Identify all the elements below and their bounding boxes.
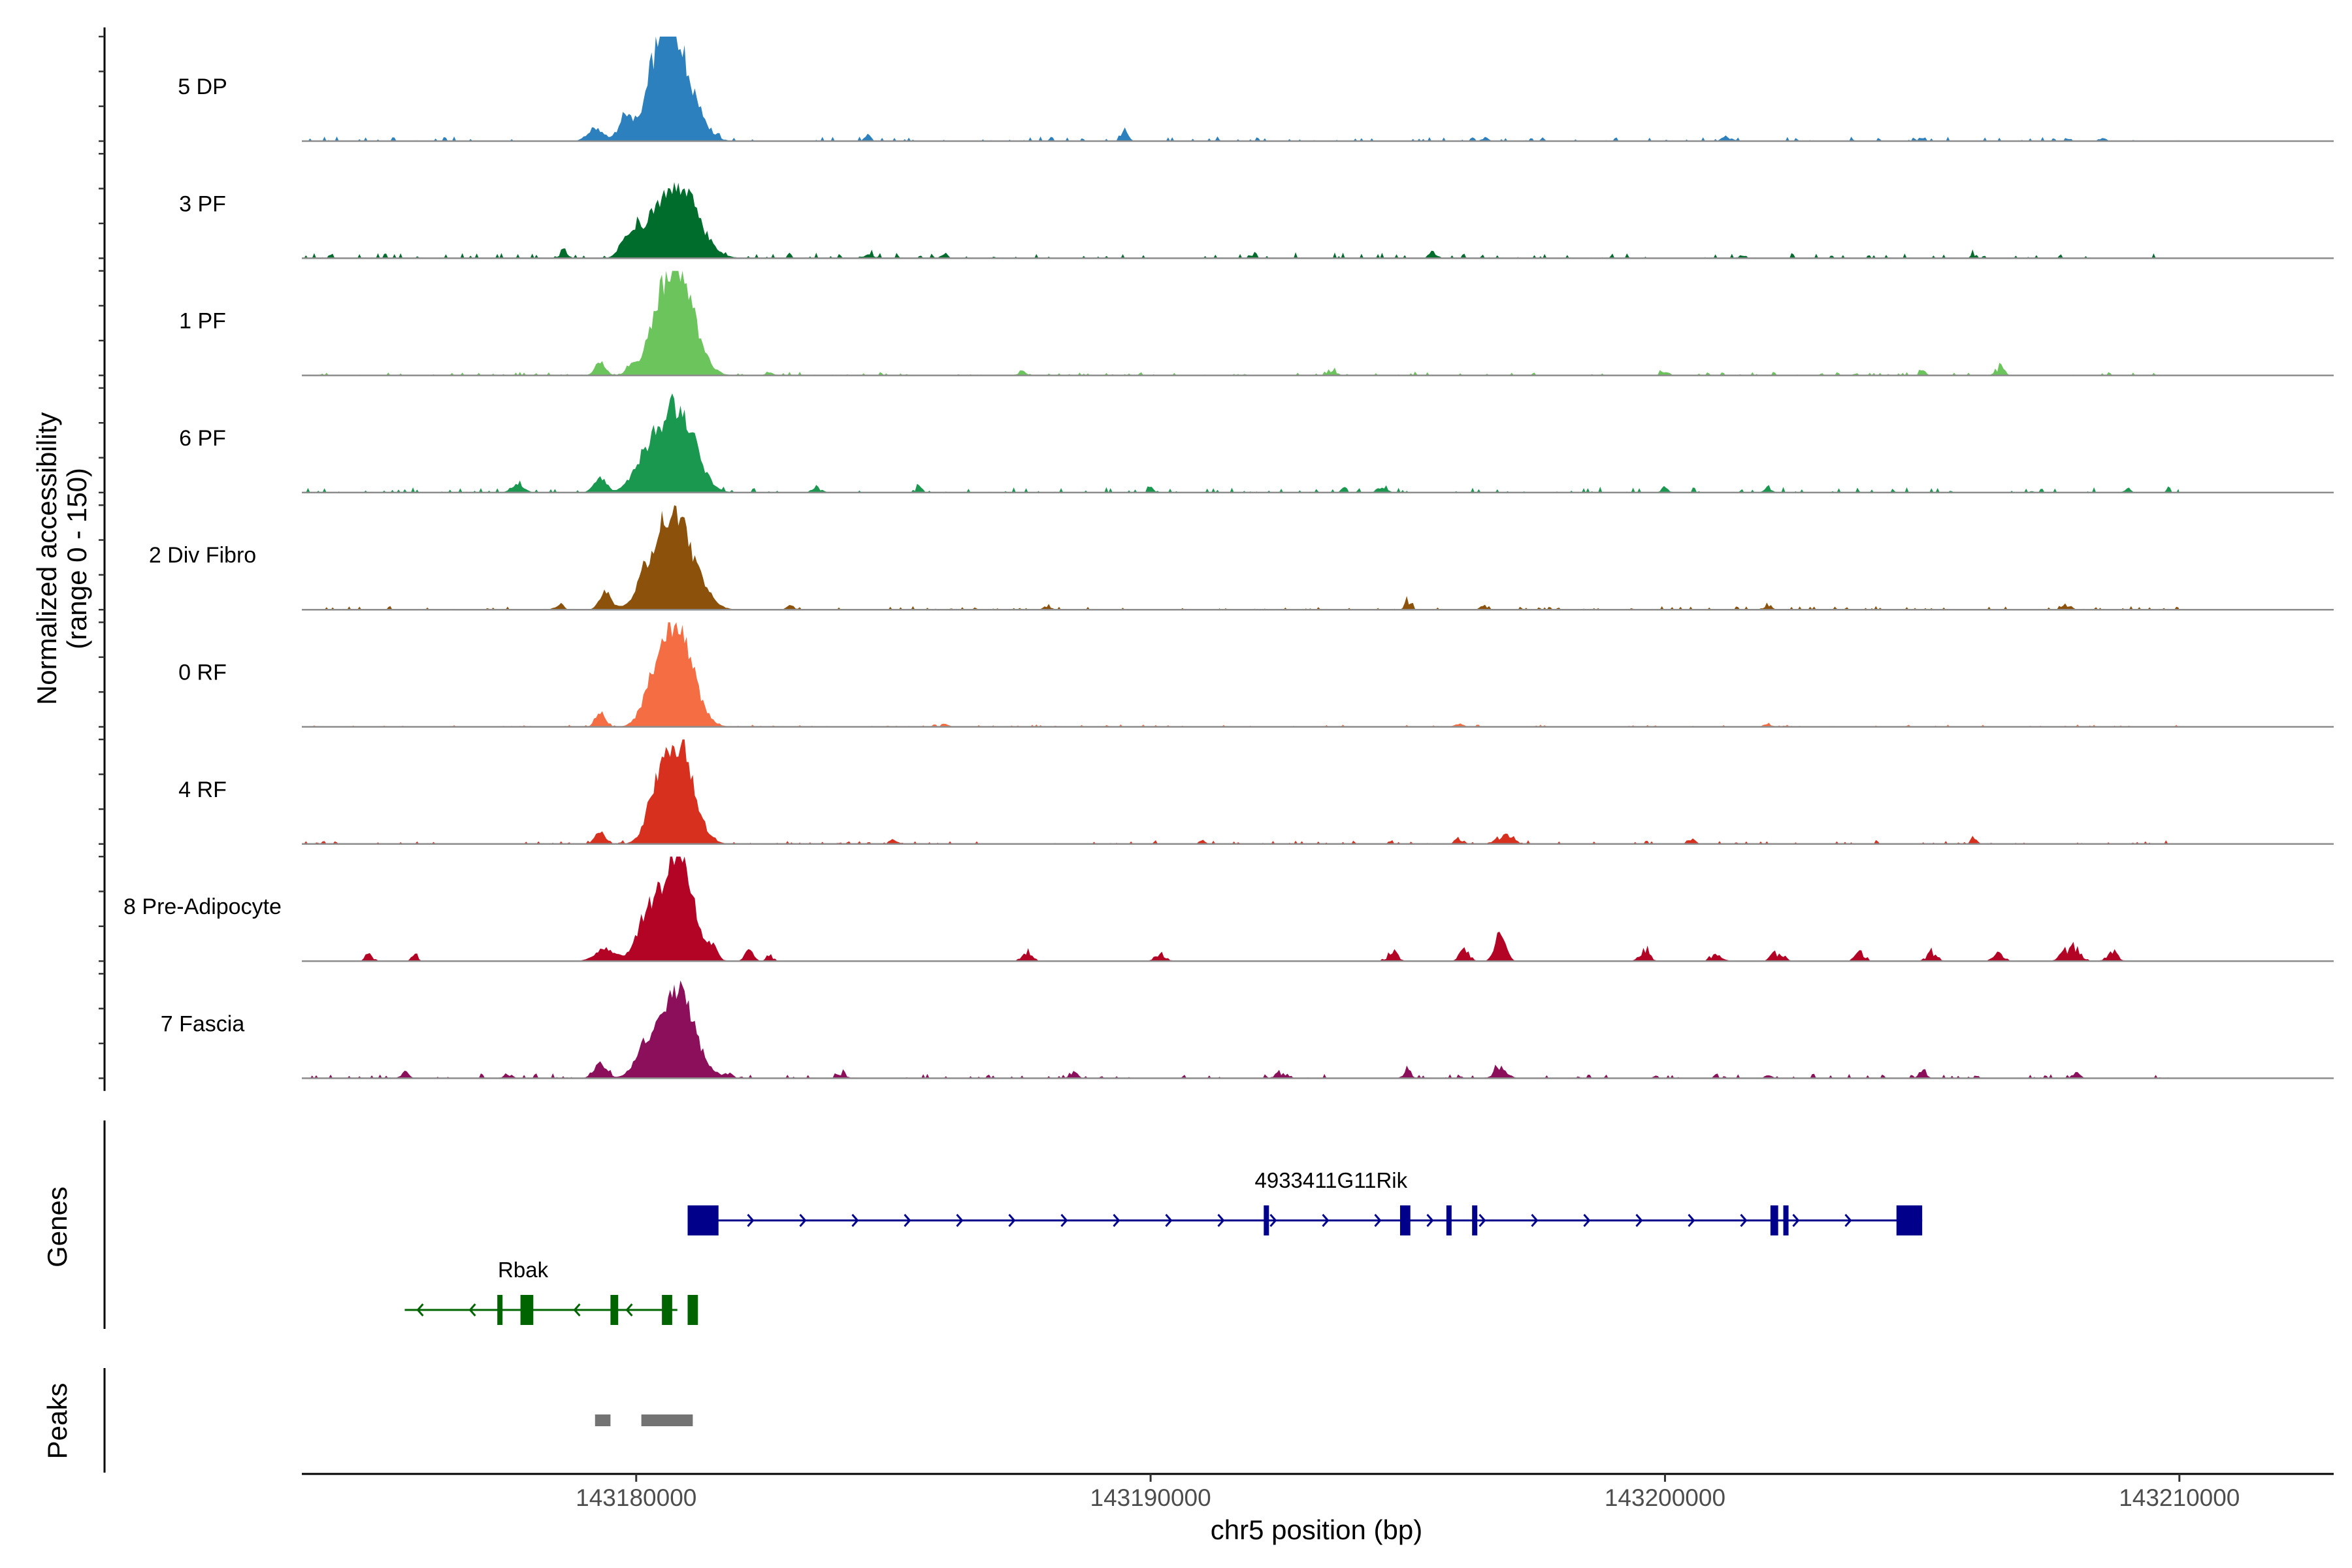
gene-exon	[1446, 1205, 1452, 1235]
gene-strand-arrow	[1740, 1214, 1748, 1227]
gene-strand-arrow	[904, 1214, 911, 1227]
track-label-3: 6 PF	[179, 426, 226, 451]
coverage-area-4	[302, 505, 2180, 610]
gene-strand-arrow	[1844, 1214, 1852, 1227]
peaks-panel	[103, 1368, 693, 1473]
genes-panel-label: Genes	[42, 1186, 73, 1267]
gene-exon	[1783, 1205, 1789, 1235]
x-tick-label: 143180000	[576, 1484, 696, 1511]
coverage-y-axis	[99, 27, 106, 1091]
y-axis-title-line1: Normalized accessibility	[31, 412, 62, 705]
coverage-area-7	[302, 857, 2180, 962]
gene-strand-arrow	[416, 1303, 424, 1316]
gene-exon	[687, 1205, 719, 1235]
gene-strand-arrow	[1426, 1214, 1434, 1227]
track-label-4: 2 Div Fibro	[149, 543, 256, 568]
x-axis-title: chr5 position (bp)	[1211, 1514, 1423, 1545]
gene-exon	[520, 1295, 534, 1325]
coverage-track-1: 3 PF	[179, 182, 2334, 259]
gene-strand-arrow	[1165, 1214, 1173, 1227]
gene-strand-arrow	[1478, 1214, 1486, 1227]
gene-strand-arrow	[1792, 1214, 1800, 1227]
x-axis: 143180000 143190000 143200000 143210000	[302, 1473, 2334, 1511]
coverage-track-6: 4 RF	[178, 739, 2334, 845]
gene-strand-arrow	[747, 1214, 755, 1227]
genes-panel: 4933411G11Rik Rbak	[103, 1120, 1923, 1329]
track-label-1: 3 PF	[179, 191, 226, 216]
coverage-track-7: 8 Pre-Adipocyte	[123, 857, 2334, 962]
coverage-track-2: 1 PF	[179, 270, 2334, 376]
coverage-area-0	[302, 37, 2180, 141]
track-label-0: 5 DP	[178, 74, 227, 99]
coverage-area-3	[302, 393, 2180, 493]
gene-strand-arrow	[1217, 1214, 1225, 1227]
coverage-area-8	[302, 980, 2180, 1079]
gene-strand-arrow	[468, 1303, 476, 1316]
gene-strand-arrow	[1008, 1214, 1016, 1227]
gene-exon	[1264, 1205, 1269, 1235]
gene-strand-arrow	[1269, 1214, 1277, 1227]
gene-strand-arrow	[1688, 1214, 1695, 1227]
gene-label-0: 4933411G11Rik	[1255, 1168, 1408, 1192]
gene-1: Rbak	[404, 1258, 698, 1325]
coverage-track-0: 5 DP	[178, 37, 2334, 142]
track-label-8: 7 Fascia	[161, 1011, 245, 1036]
peaks-panel-label: Peaks	[42, 1383, 73, 1460]
gene-exon	[1399, 1205, 1411, 1235]
gene-exon	[662, 1295, 672, 1325]
x-tick-label: 143190000	[1090, 1484, 1211, 1511]
track-label-7: 8 Pre-Adipocyte	[123, 894, 282, 919]
coverage-tracks: 5 DP 3 PF 1 PF 6 PF 2 Div Fibro 0 RF 4 RF 8 Pre…	[123, 37, 2334, 1079]
gene-exon	[497, 1295, 503, 1325]
gene-label-1: Rbak	[498, 1258, 549, 1282]
coverage-area-1	[302, 182, 2180, 259]
track-label-2: 1 PF	[179, 309, 226, 334]
coverage-track-5: 0 RF	[178, 622, 2334, 728]
gene-strand-arrow	[625, 1303, 633, 1316]
gene-strand-arrow	[1583, 1214, 1591, 1227]
gene-exon	[1896, 1205, 1923, 1235]
coverage-track-4: 2 Div Fibro	[149, 505, 2334, 611]
gene-exon	[1770, 1205, 1778, 1235]
coverage-track-3: 6 PF	[179, 393, 2334, 494]
gene-strand-arrow	[956, 1214, 964, 1227]
gene-strand-arrow	[1322, 1214, 1330, 1227]
gene-strand-arrow	[1531, 1214, 1539, 1227]
gene-strand-arrow	[573, 1303, 581, 1316]
gene-strand-arrow	[851, 1214, 859, 1227]
gene-exon	[1472, 1205, 1478, 1235]
peak-region-1	[641, 1414, 693, 1426]
coverage-area-2	[302, 270, 2180, 376]
x-tick-label: 143200000	[1605, 1484, 1725, 1511]
gene-strand-arrow	[1374, 1214, 1382, 1227]
x-tick-label: 143210000	[2119, 1484, 2240, 1511]
gene-exon	[687, 1295, 698, 1325]
gene-strand-arrow	[1060, 1214, 1068, 1227]
gene-0: 4933411G11Rik	[687, 1168, 1923, 1235]
peak-region-0	[595, 1414, 611, 1426]
coverage-area-6	[302, 739, 2180, 844]
gene-strand-arrow	[1635, 1214, 1643, 1227]
gene-exon	[610, 1295, 619, 1325]
coverage-track-8: 7 Fascia	[161, 980, 2334, 1079]
track-label-6: 4 RF	[178, 777, 227, 802]
coverage-area-5	[302, 622, 2180, 727]
gene-strand-arrow	[799, 1214, 807, 1227]
track-label-5: 0 RF	[178, 661, 227, 685]
gene-strand-arrow	[1113, 1214, 1120, 1227]
y-axis-title-line2: (range 0 - 150)	[61, 468, 92, 649]
